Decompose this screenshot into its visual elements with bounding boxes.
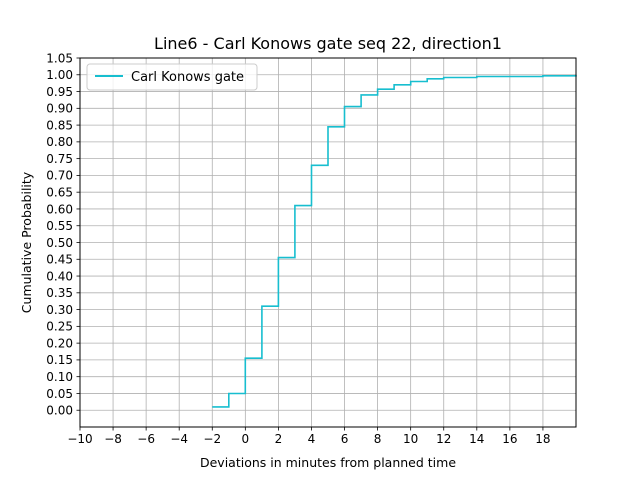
y-tick-label: 0.50	[46, 236, 73, 250]
y-tick-label: 0.90	[46, 102, 73, 116]
y-tick-label: 0.45	[46, 253, 73, 267]
y-tick-label: 0.65	[46, 185, 73, 199]
y-tick-label: 0.15	[46, 353, 73, 367]
x-tick-label: 16	[502, 432, 517, 446]
y-tick-label: 1.00	[46, 68, 73, 82]
x-tick-label: 14	[469, 432, 484, 446]
y-tick-label: 0.75	[46, 152, 73, 166]
y-tick-label: 0.35	[46, 286, 73, 300]
y-tick-label: 0.80	[46, 135, 73, 149]
legend: Carl Konows gate	[86, 63, 258, 91]
x-tick-label: −6	[137, 432, 155, 446]
x-tick-label: −10	[67, 432, 92, 446]
y-tick-label: 0.00	[46, 404, 73, 418]
x-tick-label: 8	[374, 432, 382, 446]
series-layer	[212, 74, 577, 408]
legend-box	[86, 63, 258, 91]
y-tick-label: 0.55	[46, 219, 73, 233]
x-tick-label: 2	[275, 432, 283, 446]
chart-title: Line6 - Carl Konows gate seq 22, directi…	[154, 34, 502, 53]
legend-label: Carl Konows gate	[131, 70, 244, 85]
y-tick-label: 0.95	[46, 85, 73, 99]
x-tick-label: 18	[535, 432, 550, 446]
y-tick-label: 0.85	[46, 118, 73, 132]
y-tick-label: 0.20	[46, 336, 73, 350]
y-tick-label: 0.70	[46, 169, 73, 183]
y-tick-label: 0.40	[46, 269, 73, 283]
y-tick-label: 0.10	[46, 370, 73, 384]
y-axis-label: Cumulative Probability	[19, 171, 34, 313]
x-tick-label: −8	[104, 432, 122, 446]
x-tick-label: 10	[403, 432, 418, 446]
y-tick-label: 1.05	[46, 51, 73, 65]
y-axis-ticks: 0.00 0.05 0.10 0.15 0.20 0.25 0.30 0.35 0.40 0.45…	[46, 51, 80, 418]
x-tick-label: 6	[341, 432, 349, 446]
x-tick-label: 12	[436, 432, 451, 446]
x-tick-label: 4	[308, 432, 316, 446]
y-tick-label: 0.60	[46, 202, 73, 216]
x-axis-ticks: −10 −8 −6 −4 −2 0 2 4 6 8 10 12 14 16 18	[67, 427, 551, 446]
x-tick-label: 0	[242, 432, 250, 446]
x-tick-label: −4	[170, 432, 188, 446]
series-line	[212, 74, 577, 408]
x-tick-label: −2	[203, 432, 221, 446]
x-axis-label: Deviations in minutes from planned time	[200, 455, 456, 470]
y-tick-label: 0.05	[46, 387, 73, 401]
y-tick-label: 0.30	[46, 303, 73, 317]
y-tick-label: 0.25	[46, 320, 73, 334]
